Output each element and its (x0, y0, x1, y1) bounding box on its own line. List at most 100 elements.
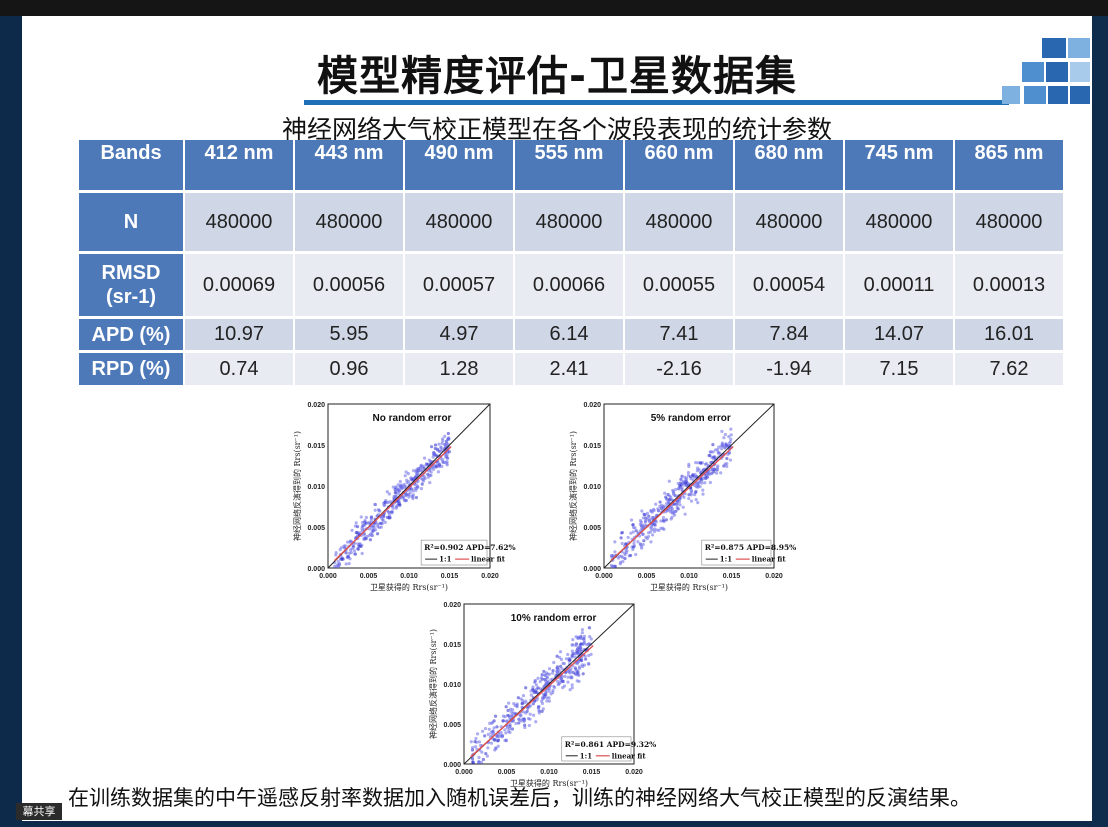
data-point (477, 755, 481, 760)
data-point (469, 740, 473, 744)
data-point (344, 551, 348, 555)
data-point (552, 660, 556, 665)
x-tick-label: 0.020 (625, 769, 643, 776)
data-point (439, 445, 443, 449)
data-point (479, 760, 484, 764)
data-point (676, 507, 680, 511)
legend-linear-fit: linear fit (752, 555, 787, 564)
linear-fit-line (610, 446, 734, 562)
data-point (587, 626, 592, 630)
data-point (634, 529, 638, 533)
data-point (506, 708, 510, 713)
y-axis-label: 神经网络反演得到的 Rrs(sr⁻¹) (428, 629, 438, 739)
data-point (396, 483, 400, 487)
data-point (345, 554, 350, 559)
data-point (573, 655, 577, 659)
data-point (396, 488, 400, 492)
data-point (433, 443, 438, 447)
data-point (391, 485, 395, 489)
data-point (701, 488, 705, 492)
data-point (646, 517, 650, 521)
data-point (393, 488, 397, 492)
table-cell: 0.00069 (185, 254, 293, 316)
data-point (562, 684, 567, 688)
data-point (539, 676, 543, 680)
x-tick-label: 0.005 (638, 573, 656, 580)
data-point (564, 657, 569, 661)
table-cell: 0.00066 (515, 254, 623, 316)
data-point (542, 669, 546, 674)
data-point (620, 530, 624, 535)
data-point (677, 486, 681, 491)
data-point (683, 475, 687, 479)
data-point (414, 488, 418, 493)
data-point (394, 494, 398, 498)
data-point (422, 477, 426, 481)
data-point (560, 667, 564, 671)
y-tick-label: 0.000 (307, 566, 325, 573)
data-point (711, 443, 715, 447)
data-point (658, 500, 662, 504)
data-point (543, 673, 547, 677)
data-point (356, 547, 360, 551)
data-point (725, 464, 729, 469)
data-point (345, 540, 350, 544)
data-point (621, 559, 625, 564)
data-point (652, 529, 656, 534)
row-header-apd: APD (%) (79, 319, 183, 350)
table-cell: 7.15 (845, 353, 953, 385)
data-point (661, 505, 666, 509)
data-point (545, 696, 549, 700)
data-point (666, 492, 670, 497)
data-point (517, 717, 521, 722)
data-point (719, 471, 723, 475)
table-cell: 16.01 (955, 319, 1063, 350)
data-point (422, 456, 427, 460)
data-point (414, 468, 418, 473)
data-point (583, 654, 587, 658)
data-point (652, 507, 656, 511)
table-cell: 5.95 (295, 319, 403, 350)
table-cell: 6.14 (515, 319, 623, 350)
x-tick-label: 0.000 (455, 769, 473, 776)
data-point (426, 472, 430, 477)
data-point (644, 535, 648, 539)
data-point (368, 538, 373, 542)
data-point (500, 735, 504, 739)
data-point (520, 702, 524, 706)
data-point (350, 528, 354, 532)
data-point (516, 696, 520, 700)
data-point (576, 670, 580, 674)
data-point (334, 551, 338, 555)
data-point (569, 667, 573, 671)
data-point (399, 487, 404, 491)
data-point (568, 671, 572, 675)
data-point (522, 719, 527, 723)
data-point (353, 552, 357, 556)
data-point (555, 666, 559, 670)
data-point (508, 707, 513, 711)
data-point (549, 692, 553, 696)
data-point (475, 732, 480, 736)
data-point (534, 720, 538, 724)
data-point (545, 675, 549, 680)
table-cell: 0.96 (295, 353, 403, 385)
data-point (544, 690, 548, 694)
data-point (383, 503, 387, 507)
table-cell: 480000 (735, 193, 843, 251)
data-point (571, 643, 575, 647)
data-point (694, 498, 698, 502)
data-point (432, 451, 436, 455)
data-point (570, 686, 574, 690)
legend-box (561, 736, 632, 762)
table-cell: 7.84 (735, 319, 843, 350)
data-point (621, 555, 625, 560)
data-point (347, 562, 351, 566)
data-point (652, 522, 657, 526)
data-point (722, 464, 726, 468)
data-point (631, 525, 636, 530)
data-point (580, 631, 584, 635)
data-point (503, 728, 507, 732)
data-point (720, 429, 724, 433)
data-point (668, 507, 672, 512)
